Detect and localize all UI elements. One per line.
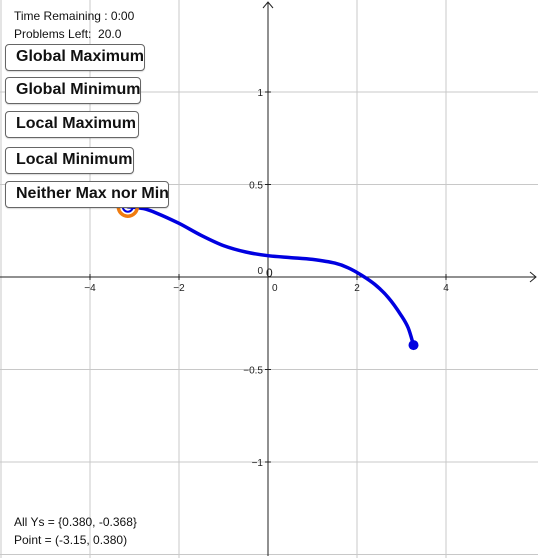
y-tick-label: −0.5 [243,366,263,377]
neither-button[interactable]: Neither Max nor Min [5,181,169,208]
y-tick-label: −1 [252,458,264,469]
problems-left: Problems Left: 20.0 [14,27,122,41]
y-tick-label: 1 [257,88,263,99]
x-axis-arrow [529,271,537,283]
tick-labels: −4 −2 0 2 4 1 0.5 0 −0.5 −1 [84,88,449,469]
global-minimum-button[interactable]: Global Minimum [5,77,141,104]
x-tick-label: 2 [354,283,360,294]
end-point[interactable] [408,340,419,351]
x-tick-label: 0 [272,283,278,294]
x-tick-label: 4 [443,283,449,294]
x-tick-label: −4 [84,283,96,294]
y-tick-label: 0.5 [249,181,263,192]
time-remaining: Time Remaining : 0:00 [14,9,135,23]
x-tick-label: −2 [173,283,185,294]
axis-ticks [89,91,447,463]
all-ys-readout: All Ys = {0.380, -0.368} [14,515,137,529]
point-readout: Point = (-3.15, 0.380) [14,533,128,547]
local-minimum-button[interactable]: Local Minimum [5,147,134,174]
function-curve [126,204,416,347]
y-axis-arrow [262,1,274,9]
global-maximum-button[interactable]: Global Maximum [5,44,145,71]
local-maximum-button[interactable]: Local Maximum [5,111,139,138]
y-tick-label: 0 [257,266,263,277]
origin-label: 0 [266,266,273,280]
